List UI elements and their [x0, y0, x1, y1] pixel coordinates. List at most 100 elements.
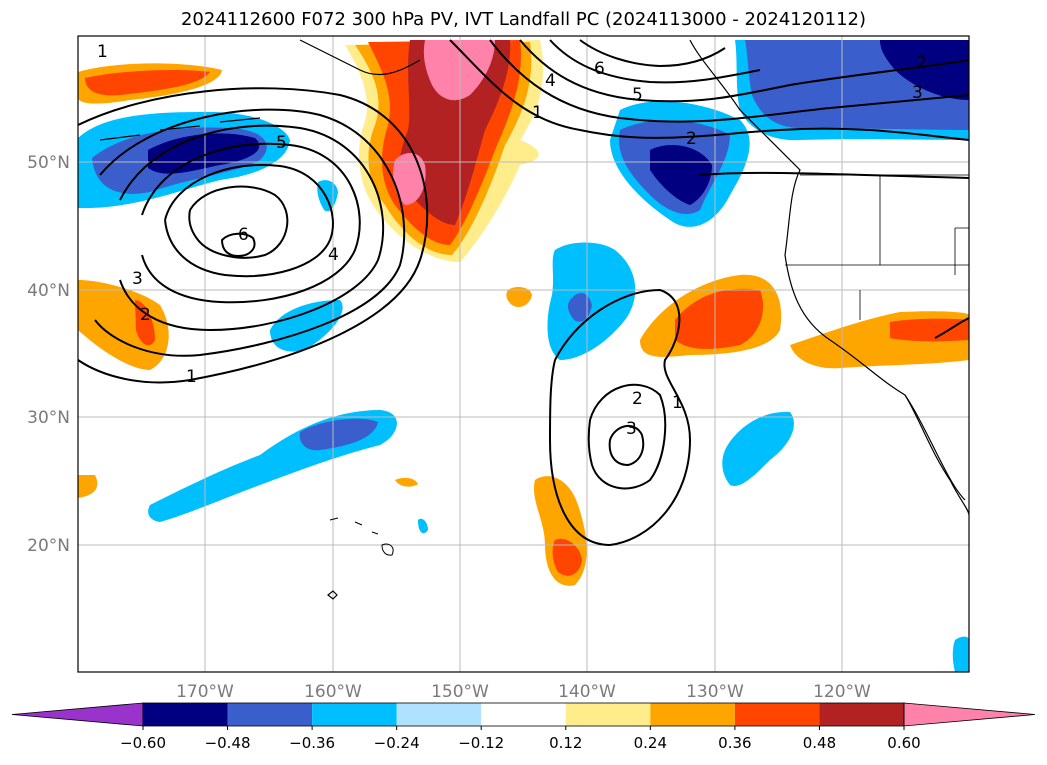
map-title: 2024112600 F072 300 hPa PV, IVT Landfall… — [180, 9, 867, 30]
contour-label-group: 1 4 6 5 1 2 5 6 4 3 2 1 2 3 1 3 2 — [97, 42, 927, 439]
colorbar-tick-label: 0.48 — [803, 734, 836, 752]
colorbar-tick-label: 0.36 — [718, 734, 751, 752]
positive-west-40n-core — [135, 300, 155, 346]
contour-west-3 — [119, 124, 385, 332]
alaska-coast — [299, 39, 421, 76]
contour-east-ring — [699, 171, 969, 179]
colorbar-tick-label: 0.24 — [634, 734, 667, 752]
positive-plume-pink-2 — [393, 153, 426, 205]
contour-label: 6 — [594, 59, 605, 79]
negative-central — [270, 300, 343, 352]
contour-west-2 — [94, 108, 406, 357]
contour-upper-5 — [579, 39, 726, 68]
lat-label: 40°N — [27, 281, 70, 301]
contour-west-4 — [141, 142, 361, 304]
colorbar-extend-high — [903, 702, 1036, 727]
positive-plume-pink — [423, 40, 495, 101]
hawaii-islands — [329, 517, 394, 556]
lon-label: 160°W — [304, 682, 362, 702]
positive-california-core — [890, 318, 969, 342]
contours — [78, 39, 969, 547]
colorbar-tick-label: −0.60 — [120, 734, 166, 752]
graticule — [78, 36, 969, 672]
positive-west-40n — [78, 280, 169, 370]
contour-label: 1 — [532, 103, 543, 123]
colorbar-segment — [481, 703, 566, 726]
colorbar-segment — [565, 703, 651, 726]
contour-west-5 — [164, 164, 334, 278]
colorbar-segment — [819, 703, 904, 726]
negative-region-ne-core — [650, 145, 712, 205]
contour-west-1 — [78, 87, 429, 384]
negative-central-east-core — [567, 293, 592, 322]
colorbar-tick-label: −0.24 — [374, 734, 420, 752]
contour-label: 5 — [632, 85, 643, 105]
contour-upper-1 — [449, 39, 969, 141]
coast-north-america — [689, 39, 969, 516]
negative-region-far-ne-core — [880, 40, 969, 100]
small-island — [327, 590, 338, 600]
contour-label: 4 — [545, 71, 556, 91]
negative-central-east — [547, 242, 636, 360]
colorbar-segment — [143, 703, 228, 726]
negative-small-22n — [418, 518, 428, 534]
colorbar: −0.60 −0.48 −0.36 −0.24 −0.12 0.12 0.24 0.36 0.4… — [11, 702, 1036, 752]
contour-label: 2 — [140, 305, 151, 325]
colorbar-tick-label: −0.48 — [205, 734, 251, 752]
contour-label: 5 — [276, 133, 287, 153]
contour-label: 2 — [686, 129, 697, 149]
negative-small-se — [952, 636, 969, 672]
colorbar-segment — [734, 703, 820, 726]
contour-upper-2 — [489, 39, 969, 123]
contour-west-inner — [220, 232, 256, 258]
contour-label: 1 — [186, 367, 197, 387]
contour-label: 2 — [632, 389, 643, 409]
colorbar-segment — [650, 703, 735, 726]
contour-label: 3 — [132, 269, 143, 289]
colorbar-tick-label: 0.60 — [887, 734, 920, 752]
colorbar-tick-label: 0.12 — [549, 734, 582, 752]
colorbar-tick-label: −0.12 — [458, 734, 504, 752]
positive-22n-core — [552, 538, 582, 576]
positive-small-24n — [395, 477, 418, 487]
contour-label: 3 — [626, 419, 637, 439]
positive-plume-darkred — [399, 40, 511, 225]
contour-label: 3 — [912, 83, 923, 103]
contour-central-2 — [587, 383, 667, 490]
positive-small-west-25n — [78, 475, 98, 498]
contour-central-1 — [548, 288, 692, 547]
contour-central-3 — [608, 425, 645, 467]
contour-east-small — [934, 317, 969, 339]
contour-upper-3 — [519, 39, 969, 103]
positive-strip-nw-inner — [85, 70, 210, 96]
lon-label: 170°W — [176, 682, 234, 702]
negative-30n-127w — [722, 411, 794, 486]
lat-label: 50°N — [27, 153, 70, 173]
contour-label: 6 — [238, 225, 249, 245]
negative-streak-25n-core — [299, 418, 378, 451]
contour-upper-4 — [549, 39, 761, 84]
lon-label: 140°W — [558, 682, 616, 702]
colorbar-segment — [312, 703, 397, 726]
positive-small-147w — [506, 287, 532, 307]
contour-label: 1 — [97, 42, 108, 62]
lon-label: 130°W — [686, 682, 744, 702]
colorbar-segment — [396, 703, 482, 726]
contour-label: 4 — [328, 245, 339, 265]
contour-label: 2 — [916, 53, 927, 73]
negative-region-west-core — [148, 133, 260, 174]
colorbar-tick-label: −0.36 — [289, 734, 335, 752]
colorbar-extend-low — [11, 702, 144, 727]
lat-label: 30°N — [27, 408, 70, 428]
baja-coast — [904, 394, 966, 501]
map-frame — [77, 35, 970, 673]
contour-label: 1 — [672, 393, 683, 413]
contour-west-6 — [188, 185, 289, 259]
lon-label: 120°W — [813, 682, 871, 702]
colorbar-segment — [227, 703, 313, 726]
lat-label: 20°N — [27, 536, 70, 556]
positive-east-38n-core — [675, 288, 764, 349]
lon-label: 150°W — [431, 682, 489, 702]
colorbar-frame — [142, 702, 905, 727]
